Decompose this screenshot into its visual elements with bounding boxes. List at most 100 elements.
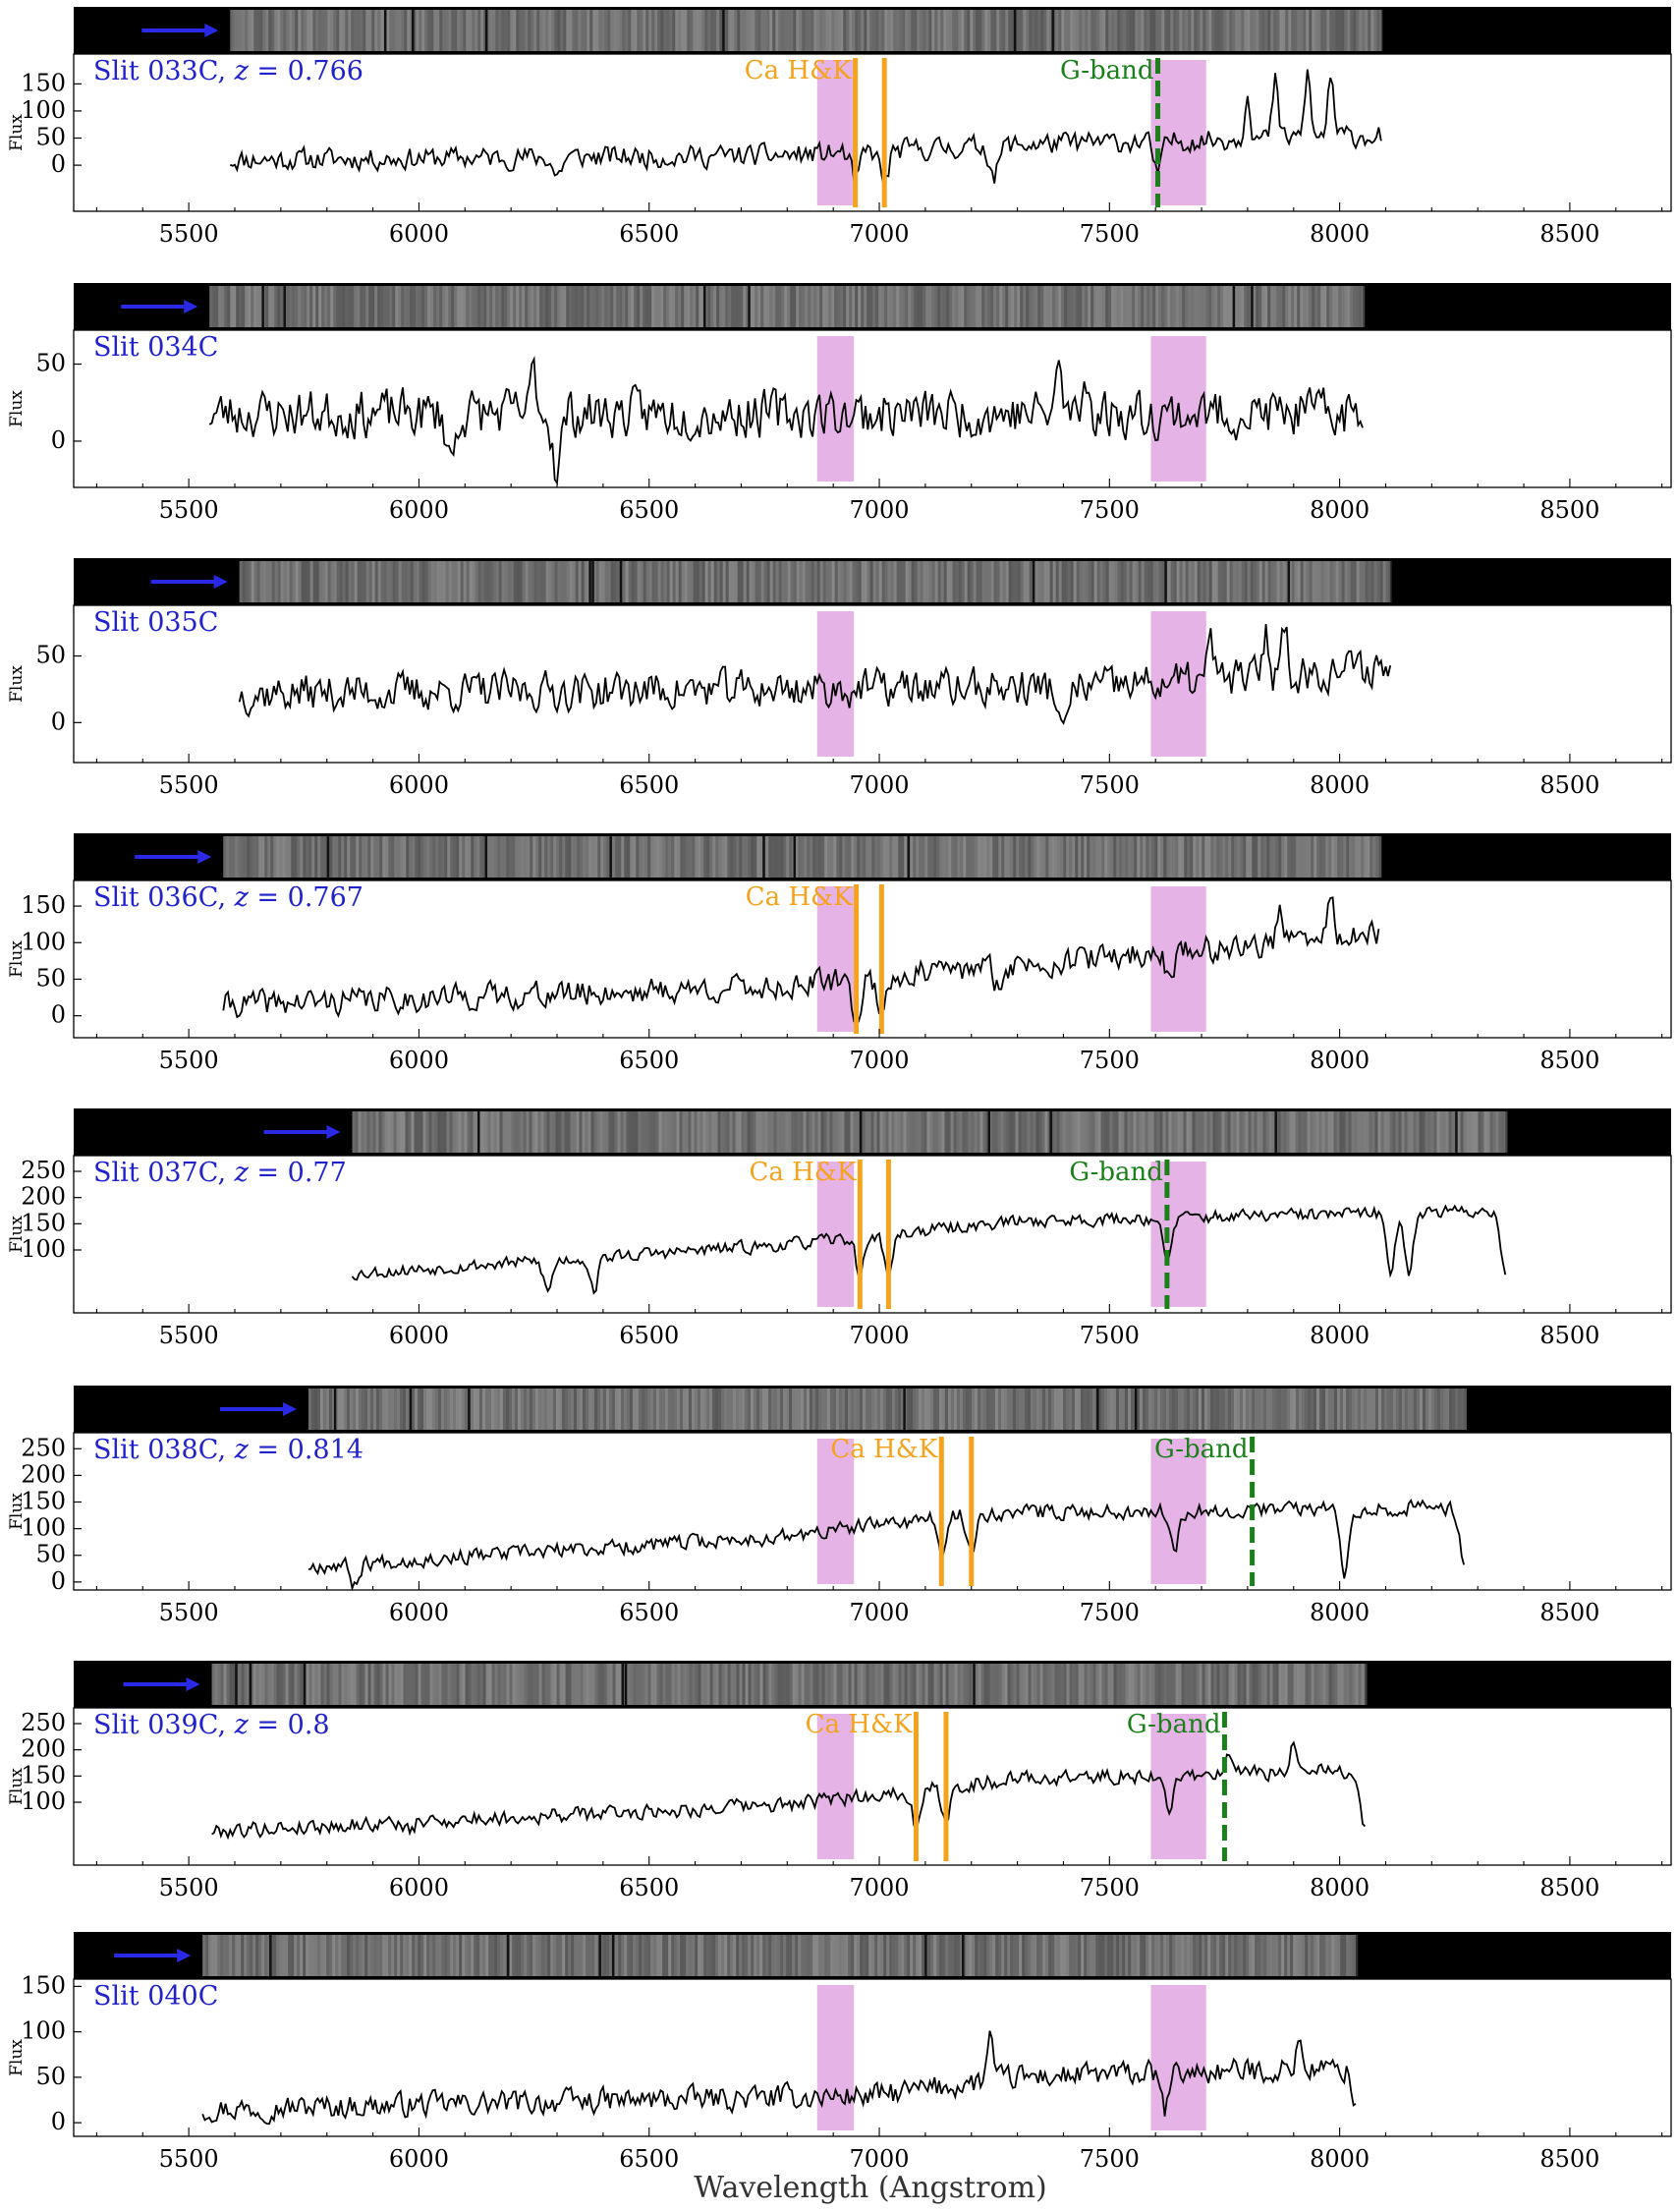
slit-label: Slit 037C, z = 0.77 (93, 1158, 347, 1188)
spectrum-line (222, 896, 1380, 1025)
ca-hk-label: Ca H&K (746, 882, 853, 912)
strip-slit-gap (383, 10, 387, 51)
slit-label: Slit 036C, z = 0.767 (93, 882, 363, 913)
spectrum-panel: Ca H&K Slit 036C, z = 0.767 0 50 100 150 Flux 5… (7, 833, 1672, 1074)
slit-label: Slit 034C (93, 332, 218, 363)
y-tick-label: 100 (21, 2017, 66, 2045)
y-tick-label: 250 (21, 1709, 66, 1736)
y-axis-label: Flux (7, 665, 27, 703)
plot-frame (73, 53, 1672, 212)
x-tick-label: 5500 (159, 220, 219, 248)
strip-slit-gap (269, 1935, 272, 1976)
x-tick-label: 6500 (619, 220, 679, 248)
g-band-label: G-band (1154, 1435, 1249, 1464)
strip-slit-gap (1251, 286, 1254, 327)
y-tick-label: 0 (51, 1001, 66, 1029)
strip-slit-gap (1096, 1389, 1099, 1430)
spectrum-line (229, 69, 1382, 188)
y-tick-label: 150 (21, 69, 66, 96)
strip-slit-gap (591, 561, 594, 602)
y-tick-label: 150 (21, 1488, 66, 1515)
trace-arrow-head (177, 1949, 192, 1962)
x-tick-label: 6500 (619, 1599, 679, 1626)
g-band-label: G-band (1069, 1158, 1163, 1187)
strip-slit-gap (793, 836, 797, 878)
strip-slit-gap (1455, 1111, 1458, 1153)
y-tick-label: 250 (21, 1157, 66, 1184)
strip-slit-gap (702, 286, 706, 327)
x-tick-label: 7500 (1080, 1599, 1140, 1626)
x-tick-label: 7000 (849, 496, 909, 524)
ca-hk-label: Ca H&K (749, 1158, 856, 1187)
strip-slit-gap (609, 836, 612, 878)
y-axis-label: Flux (7, 1493, 27, 1530)
x-tick-label: 5500 (159, 1322, 219, 1349)
strip-slit-gap (409, 1389, 413, 1430)
strip-slit-gap (506, 1935, 510, 1976)
x-tick-label: 8000 (1310, 2145, 1370, 2173)
telluric-band (816, 611, 855, 757)
strip-slit-gap (333, 1389, 337, 1430)
y-axis-label: Flux (7, 1768, 27, 1805)
strip-slit-gap (235, 1664, 238, 1705)
x-tick-label: 7000 (849, 1047, 909, 1074)
strip-slit-gap (722, 10, 725, 51)
strip-slit-gap (1164, 561, 1167, 602)
slit-label: Slit 033C, z = 0.766 (93, 56, 363, 86)
x-tick-label: 6500 (619, 496, 679, 524)
telluric-band (816, 1985, 855, 2130)
y-tick-label: 50 (35, 124, 66, 151)
x-tick-label: 7000 (849, 771, 909, 799)
strip-slit-gap (859, 1111, 863, 1153)
strip-slit-gap (748, 286, 751, 327)
x-tick-label: 8500 (1539, 1599, 1599, 1626)
slit-label: Slit 040C (93, 1981, 218, 2012)
x-tick-label: 6500 (619, 1874, 679, 1901)
strip-slit-gap (412, 10, 415, 51)
y-tick-label: 150 (21, 1209, 66, 1236)
y-axis-label: Flux (7, 940, 27, 978)
y-tick-label: 100 (21, 928, 66, 955)
strip-slit-gap (588, 561, 591, 602)
plot-frame (73, 1707, 1672, 1866)
plot-frame (73, 604, 1672, 764)
strip-slit-gap (249, 1664, 252, 1705)
spectrum-line (307, 1499, 1465, 1592)
y-tick-label: 0 (51, 2108, 66, 2135)
y-tick-label: 0 (51, 150, 66, 178)
trace-arrow-head (186, 1677, 200, 1691)
x-tick-label: 5500 (159, 1874, 219, 1901)
y-tick-label: 0 (51, 708, 66, 735)
strip-slit-gap (621, 1664, 625, 1705)
ca-hk-label: Ca H&K (830, 1435, 937, 1464)
y-tick-label: 0 (51, 1567, 66, 1595)
x-tick-label: 5500 (159, 771, 219, 799)
strip-slit-gap (1049, 1111, 1053, 1153)
y-tick-label: 150 (21, 891, 66, 919)
x-tick-label: 8000 (1310, 1047, 1370, 1074)
x-tick-label: 6500 (619, 1322, 679, 1349)
y-tick-label: 100 (21, 96, 66, 124)
spectrum-line (208, 355, 1364, 486)
y-tick-label: 200 (21, 1735, 66, 1763)
y-tick-label: 200 (21, 1183, 66, 1211)
x-tick-label: 8000 (1310, 220, 1370, 248)
x-tick-label: 5500 (159, 2145, 219, 2173)
strip-slit-gap (484, 836, 488, 878)
x-tick-label: 8500 (1539, 496, 1599, 524)
slit-label: Slit 035C (93, 607, 218, 638)
x-tick-label: 8500 (1539, 1047, 1599, 1074)
strip-slit-gap (619, 561, 623, 602)
strip-slit-gap (762, 836, 765, 878)
spectrum-panel: Slit 040C 0 50 100 150 Flux 5500 6000 6500 7000 75… (7, 1932, 1672, 2173)
y-axis-label: Flux (7, 1216, 27, 1253)
telluric-band (1150, 1162, 1206, 1307)
y-tick-label: 50 (35, 1541, 66, 1568)
x-tick-label: 7000 (849, 220, 909, 248)
x-tick-label: 7000 (849, 1874, 909, 1901)
spectrum-panel: Slit 034C 0 50 Flux 5500 6000 6500 7000 7500 8000… (7, 283, 1672, 524)
x-tick-label: 7000 (849, 1322, 909, 1349)
spectrum-line (211, 1740, 1367, 1841)
x-tick-label: 6500 (619, 1047, 679, 1074)
strip-slit-gap (326, 836, 330, 878)
